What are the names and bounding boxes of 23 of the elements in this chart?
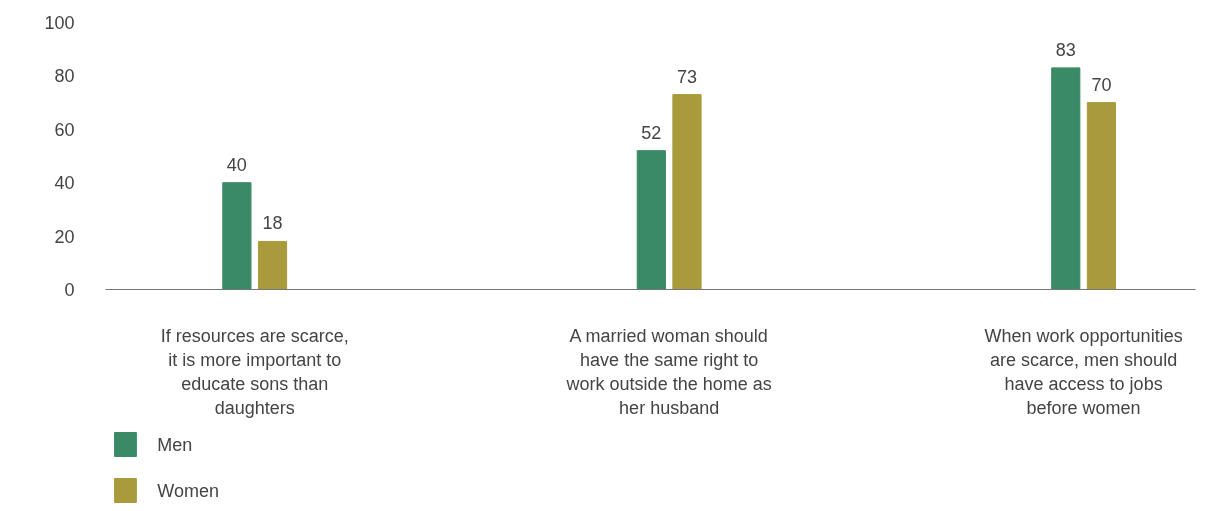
- data-label: 70: [1091, 74, 1112, 95]
- data-label: 52: [641, 122, 662, 143]
- bar: [672, 94, 702, 290]
- y-tick-label: 20: [54, 226, 75, 247]
- y-tick-label: 100: [44, 13, 75, 33]
- data-label: 73: [676, 66, 697, 87]
- data-label: 83: [1055, 39, 1076, 60]
- legend-label: Women: [157, 480, 219, 501]
- bar: [1086, 102, 1117, 290]
- bar: [257, 240, 288, 290]
- bar: [1051, 67, 1081, 290]
- data-label: 40: [226, 154, 247, 175]
- bar: [636, 150, 666, 290]
- bar: [222, 182, 252, 290]
- y-tick-label: 40: [54, 173, 75, 194]
- x-tick-label: A married woman should have the same right to work outside the home as her husband: [565, 325, 772, 418]
- y-tick-label: 0: [64, 280, 75, 300]
- x-tick-label: When work opportunities are scarce, men should have access to jobs before women: [984, 325, 1183, 418]
- y-tick-label: 60: [54, 119, 75, 140]
- x-tick-label: If resources are scarce, it is more important to educate sons than daughters: [160, 325, 349, 418]
- data-label: 18: [262, 213, 283, 234]
- y-tick-label: 80: [54, 66, 75, 87]
- legend-label: Men: [157, 434, 193, 455]
